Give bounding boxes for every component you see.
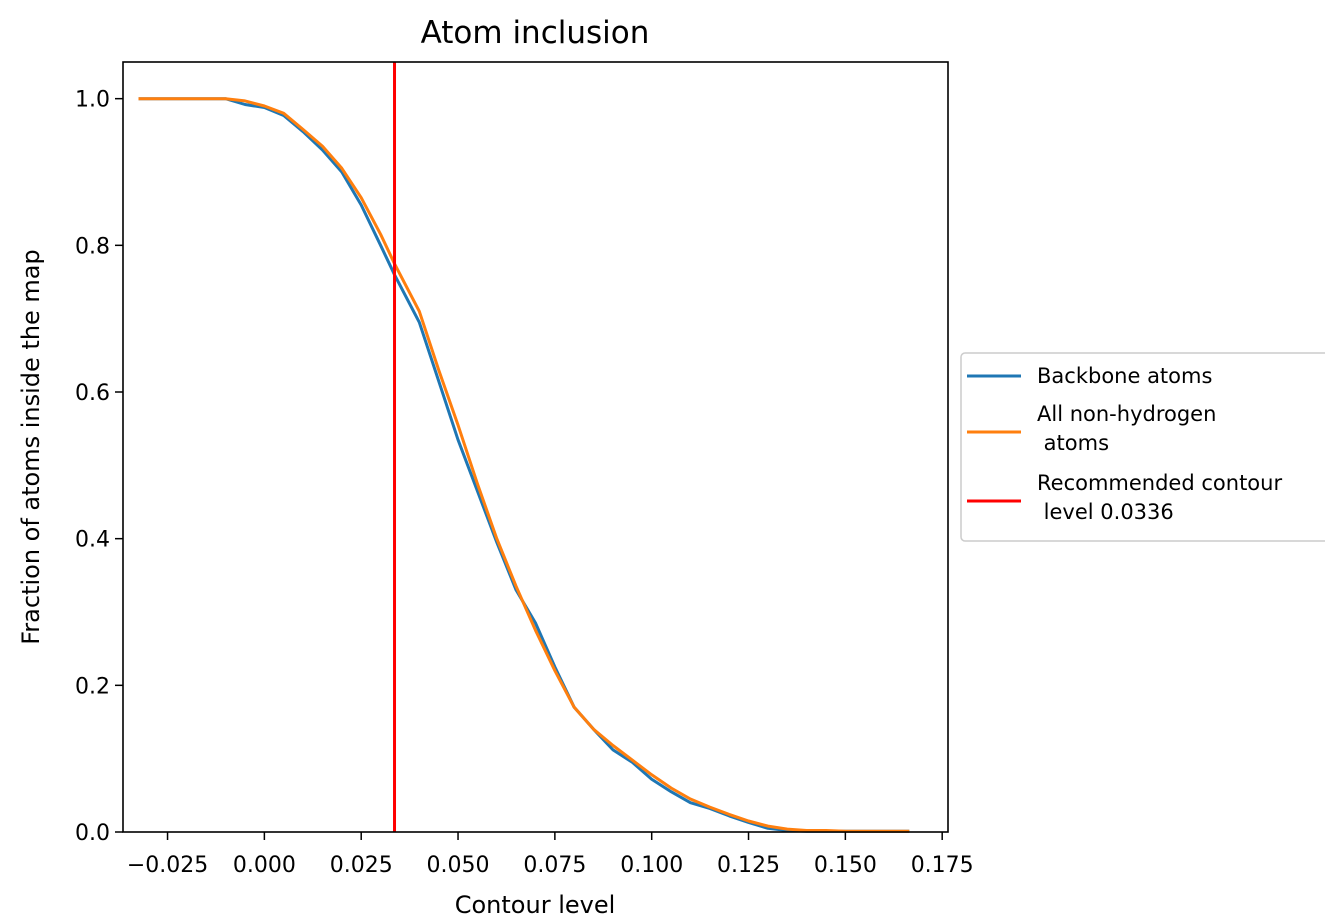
x-tick-label: 0.125 [717, 853, 780, 878]
x-axis: −0.025 0.000 0.025 0.050 0.075 0.100 0.125 0.15… [127, 832, 974, 878]
y-tick-label: 0.0 [75, 821, 110, 846]
legend-label: All non-hydrogen atoms [1037, 402, 1216, 455]
x-tick-label: 0.075 [523, 853, 586, 878]
x-tick-label: 0.025 [330, 853, 393, 878]
legend-frame [960, 352, 1325, 542]
chart-title: Atom inclusion [421, 15, 650, 51]
series-group [138, 62, 910, 833]
plot-area [122, 61, 949, 833]
y-axis-label: Fraction of atoms inside the map [17, 249, 45, 645]
x-tick-label: −0.025 [127, 853, 208, 878]
y-tick-label: 1.0 [75, 88, 110, 113]
x-tick-label: 0.175 [911, 853, 974, 878]
y-axis: 0.0 0.2 0.4 0.6 0.8 1.0 [75, 88, 123, 846]
legend-label: Recommended contour level 0.0336 [1037, 471, 1282, 524]
x-axis-label: Contour level [455, 891, 616, 918]
x-tick-label: 0.100 [620, 853, 683, 878]
y-tick-label: 0.4 [75, 528, 110, 553]
x-tick-label: 0.150 [814, 853, 877, 878]
series-line-all-non-hydrogen-atoms [138, 97, 910, 833]
series-line-backbone-atoms [138, 97, 910, 833]
y-tick-label: 0.2 [75, 674, 110, 699]
y-tick-label: 0.8 [75, 234, 110, 259]
x-tick-label: 0.000 [233, 853, 296, 878]
axes-frame [122, 61, 949, 833]
x-tick-label: 0.050 [427, 853, 490, 878]
y-tick-label: 0.6 [75, 381, 110, 406]
legend-label: Backbone atoms [1037, 364, 1212, 388]
legend: Backbone atoms All non-hydrogen atoms Reco… [960, 352, 1325, 542]
